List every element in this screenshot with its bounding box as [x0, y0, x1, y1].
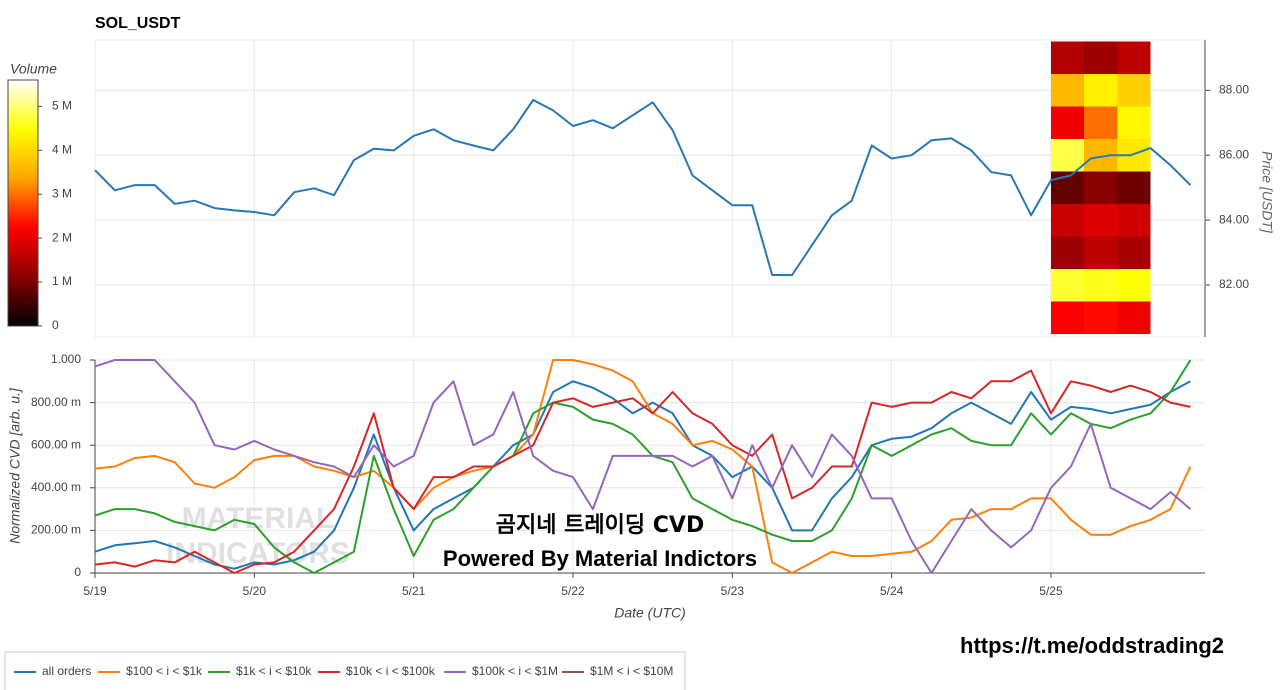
legend-label: all orders	[42, 664, 91, 678]
colorbar-tick-label: 4 M	[52, 142, 72, 156]
x-axis-label: Date (UTC)	[614, 605, 686, 621]
heatmap-cell	[1050, 203, 1085, 237]
heatmap-cell	[1050, 236, 1085, 269]
heatmap-cell	[1084, 74, 1118, 107]
y-tick-label: 400.00 m	[31, 480, 81, 494]
y-tick-label: 0	[74, 565, 81, 579]
colorbar-tick-label: 2 M	[52, 230, 72, 244]
legend-label: $1k < i < $10k	[236, 664, 312, 678]
x-tick-label: 5/23	[721, 584, 745, 598]
colorbar-title: Volume	[10, 61, 57, 77]
cvd-line	[94, 359, 1192, 574]
y-tick-label: 1.000	[51, 352, 81, 366]
heatmap-cell	[1050, 106, 1085, 139]
cvd-line	[94, 380, 1191, 570]
y-tick-label: 84.00	[1219, 212, 1249, 226]
heatmap-cell	[1084, 236, 1118, 269]
legend-label: $1M < i < $10M	[590, 664, 673, 678]
heatmap-cell	[1117, 106, 1151, 139]
x-tick-label: 5/25	[1039, 584, 1063, 598]
heatmap-cell	[1050, 41, 1085, 75]
annotation: 곰지네 트레이딩 CVD	[496, 513, 704, 538]
heatmap-cell	[1084, 171, 1118, 204]
colorbar-tick-label: 1 M	[52, 274, 72, 288]
legend-label: $100 < i < $1k	[126, 664, 203, 678]
heatmap-cell	[1050, 74, 1085, 107]
x-tick-label: 5/20	[243, 584, 267, 598]
heatmap-cell	[1050, 139, 1085, 172]
heatmap-cell	[1117, 41, 1151, 75]
y-tick-label: 600.00 m	[31, 437, 81, 451]
x-tick-label: 5/22	[561, 584, 585, 598]
annotation: https://t.me/oddstrading2	[960, 633, 1224, 658]
y-tick-label: 800.00 m	[31, 395, 81, 409]
annotation: Powered By Material Indictors	[443, 546, 757, 571]
x-tick-label: 5/21	[402, 584, 426, 598]
y-axis-label: Normalized CVD [arb. u.]	[7, 387, 23, 544]
heatmap-cell	[1117, 171, 1151, 204]
heatmap-cell	[1084, 301, 1118, 334]
heatmap-cell	[1117, 74, 1151, 107]
colorbar-tick-label: 5 M	[52, 99, 72, 113]
heatmap-cell	[1117, 268, 1151, 302]
cvd-line	[94, 369, 1191, 574]
heatmap-cell	[1117, 203, 1151, 237]
chart-title: SOL_USDT	[95, 15, 181, 32]
y-tick-label: 86.00	[1219, 147, 1249, 161]
heatmap-cell	[1084, 203, 1118, 237]
heatmap-cell	[1084, 268, 1118, 302]
cvd-line	[94, 359, 1192, 574]
watermark: MATERIAL	[182, 502, 335, 535]
heatmap-cell	[1050, 268, 1085, 302]
heatmap-cell	[1050, 301, 1085, 334]
legend-label: $10k < i < $100k	[346, 664, 436, 678]
x-tick-label: 5/24	[880, 584, 904, 598]
heatmap-cell	[1084, 106, 1118, 139]
y-tick-label: 200.00 m	[31, 523, 81, 537]
plot-frame	[94, 39, 1206, 338]
colorbar-tick-label: 0	[52, 318, 59, 332]
legend-label: $100k < i < $1M	[472, 664, 558, 678]
y-tick-label: 88.00	[1219, 82, 1249, 96]
heatmap-cell	[1117, 301, 1151, 334]
y-tick-label: 82.00	[1219, 277, 1249, 291]
colorbar	[7, 79, 39, 327]
colorbar-tick-label: 3 M	[52, 186, 72, 200]
cvd-line	[94, 359, 1192, 574]
heatmap-cell	[1084, 41, 1118, 75]
y-axis-label: Price [USDT]	[1259, 151, 1275, 234]
price-line	[94, 99, 1192, 276]
heatmap-cell	[1117, 236, 1151, 269]
x-tick-label: 5/19	[83, 584, 107, 598]
